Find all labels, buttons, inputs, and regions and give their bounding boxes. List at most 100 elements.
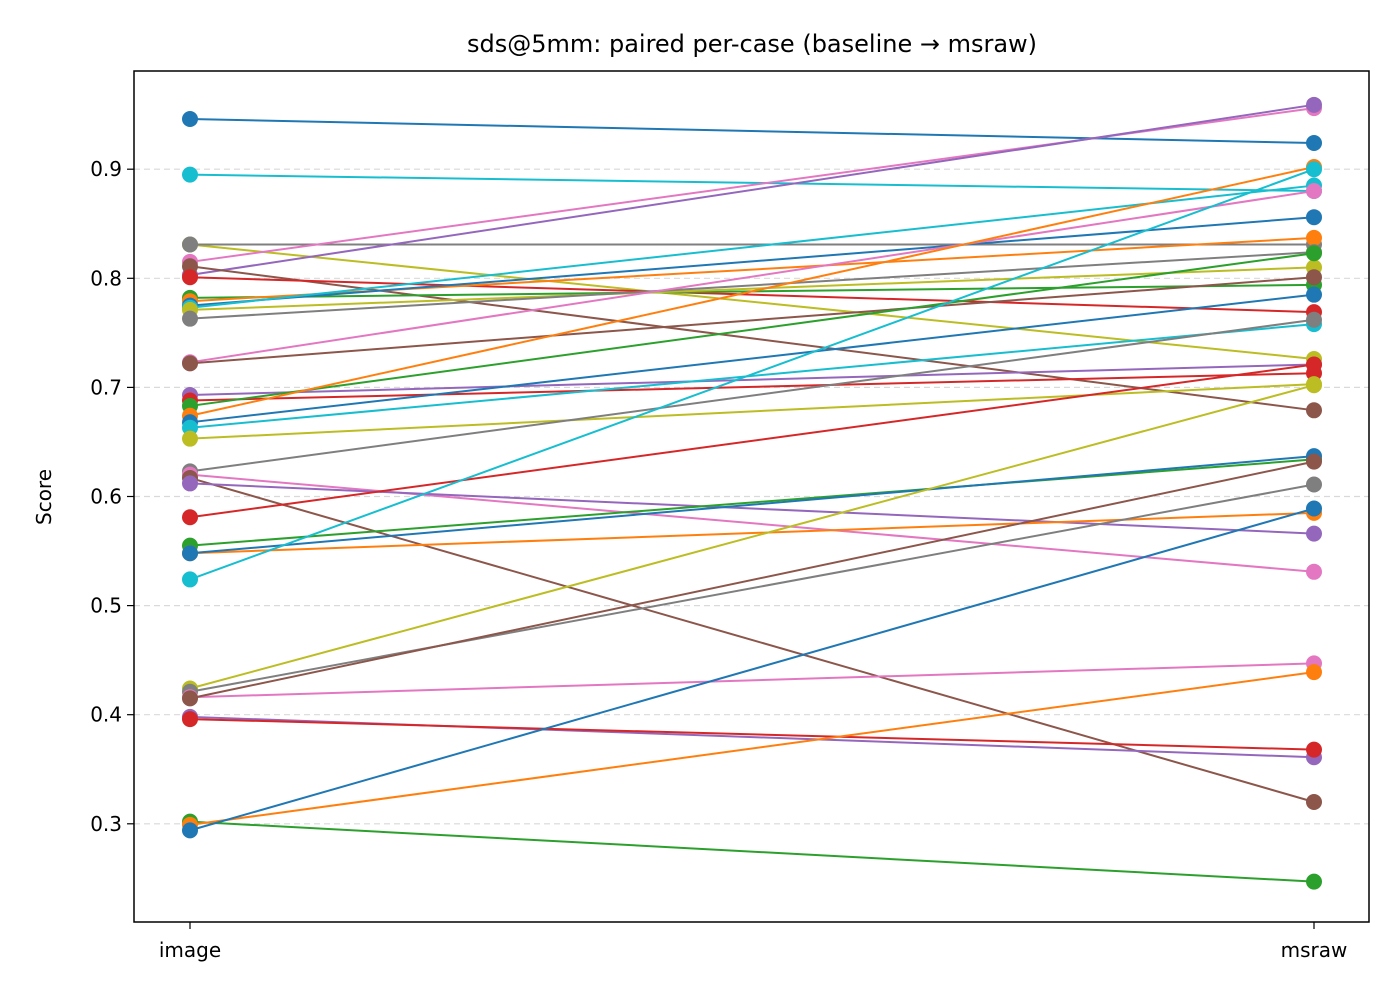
series-case-2: [182, 166, 1322, 200]
series-case-41: [182, 500, 1322, 839]
series-line: [189, 166, 1315, 417]
series-line: [189, 190, 1315, 364]
series-line: [189, 718, 1315, 751]
series-case-38: [182, 711, 1322, 758]
data-point: [1306, 96, 1322, 113]
data-point: [1306, 500, 1322, 517]
series-line: [189, 168, 1315, 581]
y-tick-label: 0.9: [90, 157, 122, 181]
series-line: [189, 384, 1315, 690]
y-axis: 0.3 0.4 0.5 0.6 0.7 0.8 0.9: [90, 157, 134, 836]
series-line: [189, 184, 1315, 309]
data-point: [1306, 453, 1322, 470]
data-point: [1306, 873, 1322, 890]
data-point: [1306, 183, 1322, 200]
data-point: [1306, 525, 1322, 542]
series-line: [189, 363, 1315, 397]
series-line: [189, 276, 1315, 314]
data-point: [1306, 664, 1322, 681]
data-point: [1306, 161, 1322, 178]
series-line: [189, 671, 1315, 826]
series-line: [189, 455, 1315, 555]
data-point: [1306, 402, 1322, 419]
y-tick-label: 0.5: [90, 594, 122, 618]
series-case-14: [182, 244, 1322, 327]
x-axis: image msraw: [159, 922, 1348, 962]
data-point: [182, 166, 198, 183]
series-line: [189, 662, 1315, 699]
series-case-25: [182, 466, 1322, 580]
data-point: [182, 430, 198, 447]
series-case-16: [182, 269, 1322, 372]
data-point: [1306, 476, 1322, 493]
series-line: [189, 483, 1315, 693]
series-case-33: [182, 377, 1322, 697]
data-point: [1306, 741, 1322, 758]
series-case-31: [182, 448, 1322, 562]
series-line: [189, 276, 1315, 365]
series-group: [182, 96, 1322, 890]
series-line: [189, 458, 1315, 547]
data-point: [182, 111, 198, 128]
series-line: [189, 820, 1315, 883]
series-line: [189, 372, 1315, 402]
series-line: [189, 216, 1315, 307]
series-case-27: [182, 475, 1322, 542]
series-case-22: [182, 316, 1322, 436]
data-point: [182, 310, 198, 327]
series-case-40: [182, 664, 1322, 833]
data-point: [182, 545, 198, 562]
y-tick-label: 0.3: [90, 812, 122, 836]
series-line: [189, 293, 1315, 424]
data-point: [1306, 135, 1322, 152]
data-point: [1306, 377, 1322, 394]
series-line: [189, 383, 1315, 440]
data-point: [182, 690, 198, 707]
y-tick-label: 0.4: [90, 703, 122, 727]
series-line: [189, 323, 1315, 429]
data-point: [1306, 793, 1322, 810]
data-point: [182, 269, 198, 286]
series-line: [189, 173, 1315, 193]
data-point: [182, 509, 198, 526]
series-case-36: [182, 453, 1322, 707]
series-case-1: [182, 111, 1322, 152]
y-tick-label: 0.6: [90, 485, 122, 509]
y-axis-label: Score: [32, 469, 56, 525]
series-case-3: [182, 236, 1322, 368]
data-point: [182, 822, 198, 839]
data-point: [182, 711, 198, 728]
data-point: [1306, 563, 1322, 580]
y-tick-label: 0.8: [90, 266, 122, 290]
series-line: [189, 243, 1315, 361]
series-line: [189, 363, 1315, 519]
data-point: [1306, 209, 1322, 226]
data-point: [182, 236, 198, 253]
data-point: [1306, 229, 1322, 246]
series-line: [189, 318, 1315, 473]
data-point: [1306, 245, 1322, 262]
x-tick-label: msraw: [1281, 938, 1348, 962]
series-case-34: [182, 476, 1322, 700]
chart-title: sds@5mm: paired per-case (baseline → msr…: [467, 30, 1037, 58]
series-line: [189, 118, 1315, 145]
data-point: [1306, 311, 1322, 328]
series-case-35: [182, 655, 1322, 706]
series-case-28: [182, 356, 1322, 526]
series-case-6: [182, 96, 1322, 284]
data-point: [182, 571, 198, 588]
data-point: [182, 475, 198, 492]
grid-lines: [134, 168, 1369, 825]
data-point: [1306, 269, 1322, 286]
series-line: [189, 103, 1315, 277]
series-case-37: [182, 708, 1322, 766]
series-line: [189, 507, 1315, 832]
series-line: [189, 266, 1315, 311]
series-line: [189, 460, 1315, 700]
data-point: [1306, 356, 1322, 373]
series-case-10: [182, 229, 1322, 310]
x-tick-label: image: [159, 938, 221, 962]
series-line: [189, 252, 1315, 407]
series-line: [189, 251, 1315, 320]
